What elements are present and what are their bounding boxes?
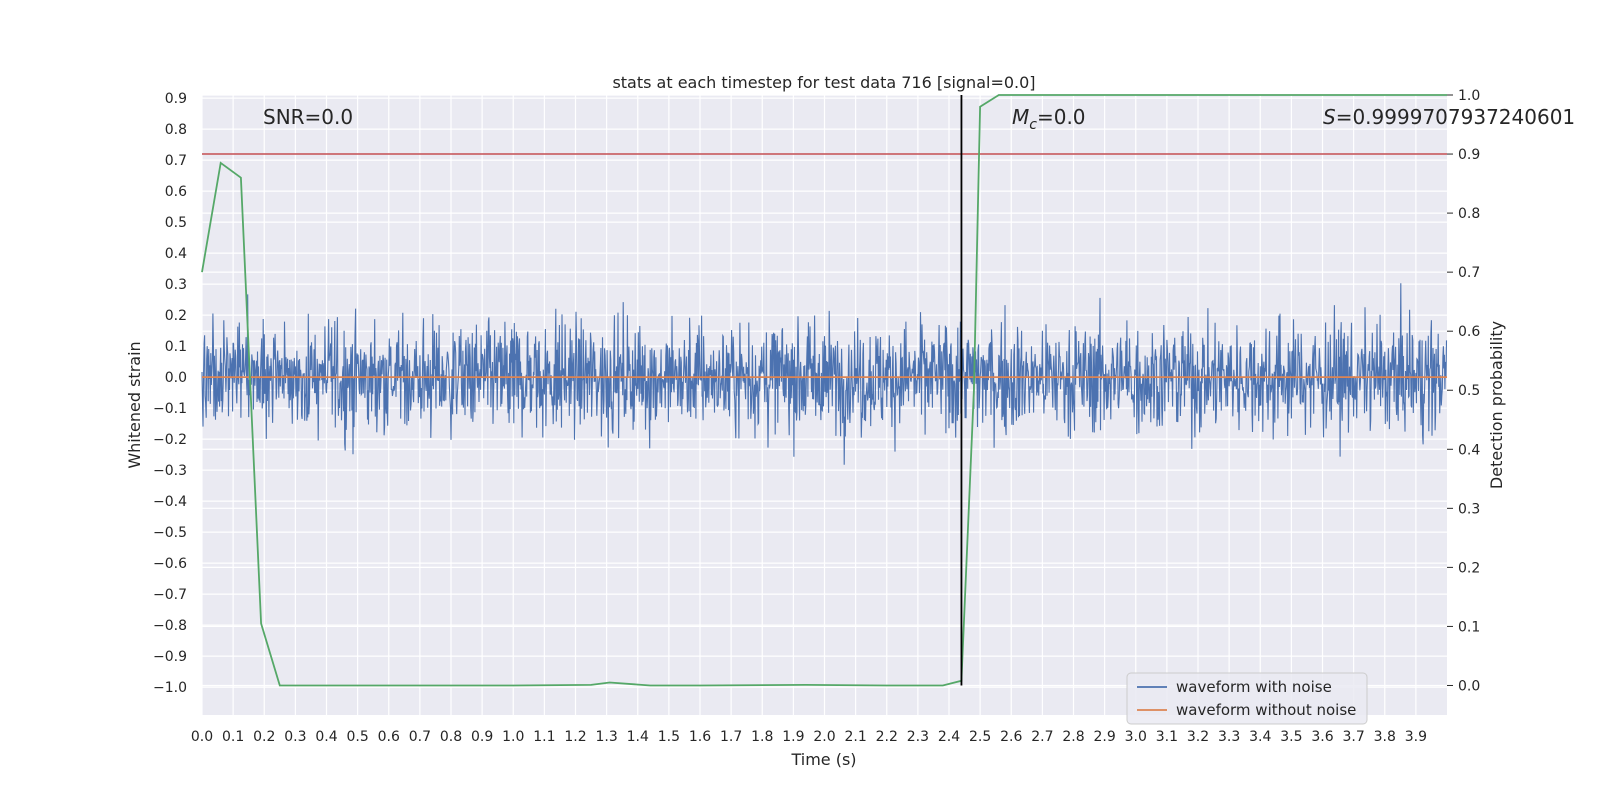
y-tick-label: 0.3: [165, 277, 187, 293]
x-tick-label: 3.3: [1218, 729, 1240, 745]
x-tick-label: 2.1: [844, 729, 866, 745]
x-tick-label: 0.8: [440, 729, 462, 745]
x-tick-label: 2.7: [1031, 729, 1053, 745]
y-tick-label: −0.8: [153, 618, 187, 634]
x-tick-label: 1.0: [502, 729, 524, 745]
y-tick-label: −0.4: [153, 494, 187, 510]
grid: [201, 94, 1447, 715]
series-waveform-with-noise: [201, 283, 1448, 465]
y2-tick-label: 0.2: [1458, 560, 1480, 576]
y-tick-label: 0.5: [165, 215, 187, 231]
mc-value: =0.0: [1037, 105, 1086, 129]
x-tick-label: 3.6: [1311, 729, 1333, 745]
x-tick-label: 3.5: [1280, 729, 1302, 745]
y2-tick-label: 0.6: [1458, 324, 1480, 340]
x-tick-label: 0.0: [191, 729, 213, 745]
x-tick-label: 0.4: [315, 729, 337, 745]
x-tick-label: 2.0: [813, 729, 835, 745]
x-tick-label: 0.2: [253, 729, 275, 745]
x-tick-label: 3.4: [1249, 729, 1271, 745]
y2-tick-label: 0.8: [1458, 206, 1480, 222]
x-tick-label: 1.9: [782, 729, 804, 745]
y-tick-label: −0.3: [153, 463, 187, 479]
y-tick-label: −0.5: [153, 525, 187, 541]
annotation-score: S=0.9999707937240601: [1323, 105, 1575, 129]
x-tick-label: 1.8: [751, 729, 773, 745]
chart-title: stats at each timestep for test data 716…: [612, 73, 1035, 92]
mc-symbol: M: [1012, 105, 1029, 129]
x-tick-label: 2.2: [876, 729, 898, 745]
legend-label-waveform-without-noise: waveform without noise: [1176, 701, 1356, 719]
x-tick-label: 3.7: [1342, 729, 1364, 745]
x-tick-label: 0.6: [378, 729, 400, 745]
noise-trace: [201, 283, 1448, 465]
x-axis-ticks: 0.0 0.1 0.2 0.3 0.4 0.5 0.6 0.7 0.8 0.9 1.0 1.1 1.2 1…: [191, 729, 1427, 745]
y-tick-label: −1.0: [153, 680, 187, 696]
y-tick-label: 0.2: [165, 308, 187, 324]
y2-tick-label: 0.4: [1458, 442, 1480, 458]
legend-box: [1126, 672, 1368, 725]
y-axis-ticks: 0.9 0.8 0.7 0.6 0.5 0.4 0.3 0.2 0.1 0.0 −0.1 −0.2 −0…: [153, 91, 187, 696]
x-tick-label: 3.2: [1187, 729, 1209, 745]
s-symbol: S: [1323, 105, 1336, 129]
y2-tick-label: 0.5: [1458, 383, 1480, 399]
y-tick-label: 0.0: [165, 370, 187, 386]
y-axis-label: Whitened strain: [125, 341, 144, 468]
x-tick-label: 0.3: [284, 729, 306, 745]
x-axis-label: Time (s): [790, 750, 856, 769]
annotation-chirp-mass: Mc=0.0: [1012, 105, 1086, 133]
y-tick-label: −0.9: [153, 649, 187, 665]
y-tick-label: −0.2: [153, 432, 187, 448]
x-tick-label: 1.4: [627, 729, 649, 745]
y2-axis-ticks: 1.0 0.9 0.8 0.7 0.6 0.5 0.4 0.3 0.2 0.1 0.0: [1447, 88, 1480, 694]
series-detection-probability: [201, 94, 1447, 687]
x-tick-label: 2.9: [1093, 729, 1115, 745]
x-tick-label: 2.3: [907, 729, 929, 745]
x-tick-label: 1.1: [533, 729, 555, 745]
y-tick-label: −0.6: [153, 556, 187, 572]
y2-tick-label: 0.3: [1458, 501, 1480, 517]
y-tick-label: 0.9: [165, 91, 187, 107]
x-tick-label: 2.8: [1062, 729, 1084, 745]
s-value: =0.9999707937240601: [1336, 105, 1575, 129]
mc-subscript: c: [1029, 117, 1037, 133]
y-tick-label: −0.1: [153, 401, 187, 417]
x-tick-label: 2.5: [969, 729, 991, 745]
x-tick-label: 3.8: [1374, 729, 1396, 745]
x-tick-label: 0.9: [471, 729, 493, 745]
x-tick-label: 0.1: [222, 729, 244, 745]
x-tick-label: 1.6: [689, 729, 711, 745]
x-tick-label: 3.1: [1156, 729, 1178, 745]
x-tick-label: 3.9: [1405, 729, 1427, 745]
legend: waveform with noise waveform without noi…: [1126, 672, 1368, 725]
y2-tick-label: 0.0: [1458, 678, 1480, 694]
x-tick-label: 3.0: [1125, 729, 1147, 745]
y-tick-label: 0.7: [165, 153, 187, 169]
x-tick-label: 0.5: [346, 729, 368, 745]
y-tick-label: −0.7: [153, 587, 187, 603]
x-tick-label: 1.5: [658, 729, 680, 745]
x-tick-label: 1.3: [595, 729, 617, 745]
x-tick-label: 2.4: [938, 729, 960, 745]
y-tick-label: 0.6: [165, 184, 187, 200]
y2-tick-label: 1.0: [1458, 88, 1480, 104]
x-tick-label: 1.7: [720, 729, 742, 745]
y2-tick-label: 0.9: [1458, 147, 1480, 163]
annotation-snr: SNR=0.0: [263, 105, 353, 129]
x-tick-label: 1.2: [564, 729, 586, 745]
x-tick-label: 2.6: [1000, 729, 1022, 745]
y-tick-label: 0.8: [165, 122, 187, 138]
y2-axis-label: Detection probability: [1487, 321, 1506, 489]
y-tick-label: 0.4: [165, 246, 187, 262]
y2-tick-label: 0.1: [1458, 619, 1480, 635]
y-tick-label: 0.1: [165, 339, 187, 355]
x-tick-label: 0.7: [409, 729, 431, 745]
y2-tick-label: 0.7: [1458, 265, 1480, 281]
legend-label-waveform-with-noise: waveform with noise: [1176, 678, 1332, 696]
